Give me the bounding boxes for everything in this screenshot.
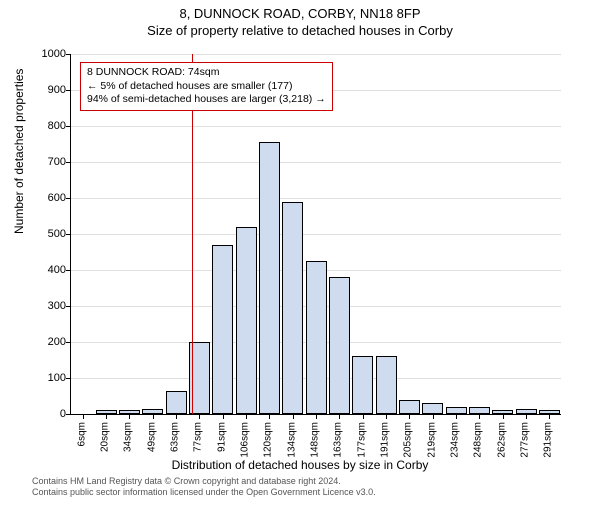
xtick-label: 77sqm (193, 422, 204, 452)
gridline (71, 54, 561, 55)
annotation-line2: ← 5% of detached houses are smaller (177… (87, 80, 326, 94)
ytick-mark (66, 414, 71, 415)
ytick-label: 300 (26, 300, 66, 312)
xtick-label: 177sqm (356, 422, 367, 458)
gridline (71, 126, 561, 127)
ytick-mark (66, 378, 71, 379)
ytick-mark (66, 270, 71, 271)
ytick-label: 100 (26, 372, 66, 384)
xtick-label: 163sqm (333, 422, 344, 458)
histogram-bar (212, 245, 233, 414)
xtick-label: 191sqm (380, 422, 391, 458)
xtick-mark (526, 414, 527, 419)
histogram-bar (352, 356, 373, 414)
ytick-mark (66, 90, 71, 91)
ytick-label: 900 (26, 84, 66, 96)
ytick-label: 600 (26, 192, 66, 204)
xtick-mark (223, 414, 224, 419)
x-axis-label: Distribution of detached houses by size … (0, 458, 600, 472)
histogram-bar (282, 202, 303, 414)
ytick-label: 500 (26, 228, 66, 240)
ytick-mark (66, 198, 71, 199)
xtick-label: 6sqm (76, 422, 87, 446)
histogram-bar (236, 227, 257, 414)
xtick-mark (176, 414, 177, 419)
gridline (71, 162, 561, 163)
xtick-mark (129, 414, 130, 419)
xtick-mark (199, 414, 200, 419)
xtick-mark (503, 414, 504, 419)
histogram-bar (422, 403, 443, 414)
ytick-mark (66, 306, 71, 307)
histogram-bar (306, 261, 327, 414)
ytick-mark (66, 126, 71, 127)
ytick-label: 700 (26, 156, 66, 168)
xtick-mark (363, 414, 364, 419)
chart-container: 8, DUNNOCK ROAD, CORBY, NN18 8FP Size of… (0, 6, 600, 506)
histogram-bar (469, 407, 490, 414)
xtick-label: 248sqm (473, 422, 484, 458)
gridline (71, 234, 561, 235)
ytick-label: 0 (26, 408, 66, 420)
footer-line1: Contains HM Land Registry data © Crown c… (32, 476, 376, 487)
ytick-mark (66, 234, 71, 235)
xtick-mark (316, 414, 317, 419)
ytick-label: 1000 (26, 48, 66, 60)
xtick-mark (153, 414, 154, 419)
annotation-line1: 8 DUNNOCK ROAD: 74sqm (87, 66, 326, 80)
ytick-mark (66, 54, 71, 55)
xtick-mark (269, 414, 270, 419)
ytick-mark (66, 342, 71, 343)
footer-attribution: Contains HM Land Registry data © Crown c… (32, 476, 376, 498)
annotation-line3: 94% of semi-detached houses are larger (… (87, 93, 326, 107)
xtick-label: 234sqm (450, 422, 461, 458)
xtick-label: 148sqm (310, 422, 321, 458)
xtick-mark (549, 414, 550, 419)
xtick-label: 20sqm (100, 422, 111, 452)
histogram-bar (166, 391, 187, 414)
xtick-mark (386, 414, 387, 419)
footer-line2: Contains public sector information licen… (32, 487, 376, 498)
ytick-mark (66, 162, 71, 163)
xtick-label: 49sqm (146, 422, 157, 452)
histogram-bar (329, 277, 350, 414)
xtick-label: 106sqm (240, 422, 251, 458)
xtick-mark (83, 414, 84, 419)
y-axis-label: Number of detached properties (12, 69, 26, 234)
xtick-label: 134sqm (286, 422, 297, 458)
xtick-mark (456, 414, 457, 419)
xtick-mark (479, 414, 480, 419)
xtick-label: 291sqm (543, 422, 554, 458)
histogram-bar (399, 400, 420, 414)
xtick-label: 262sqm (496, 422, 507, 458)
ytick-label: 200 (26, 336, 66, 348)
xtick-mark (106, 414, 107, 419)
xtick-label: 219sqm (426, 422, 437, 458)
xtick-mark (293, 414, 294, 419)
histogram-bar (446, 407, 467, 414)
xtick-mark (433, 414, 434, 419)
ytick-label: 400 (26, 264, 66, 276)
ytick-label: 800 (26, 120, 66, 132)
xtick-mark (246, 414, 247, 419)
histogram-bar (376, 356, 397, 414)
annotation-box: 8 DUNNOCK ROAD: 74sqm← 5% of detached ho… (80, 62, 333, 111)
histogram-bar (259, 142, 280, 414)
title-sub: Size of property relative to detached ho… (0, 23, 600, 38)
xtick-label: 63sqm (170, 422, 181, 452)
xtick-label: 205sqm (403, 422, 414, 458)
xtick-label: 277sqm (520, 422, 531, 458)
title-main: 8, DUNNOCK ROAD, CORBY, NN18 8FP (0, 6, 600, 21)
xtick-mark (339, 414, 340, 419)
gridline (71, 198, 561, 199)
xtick-mark (409, 414, 410, 419)
xtick-label: 120sqm (263, 422, 274, 458)
xtick-label: 91sqm (216, 422, 227, 452)
xtick-label: 34sqm (123, 422, 134, 452)
